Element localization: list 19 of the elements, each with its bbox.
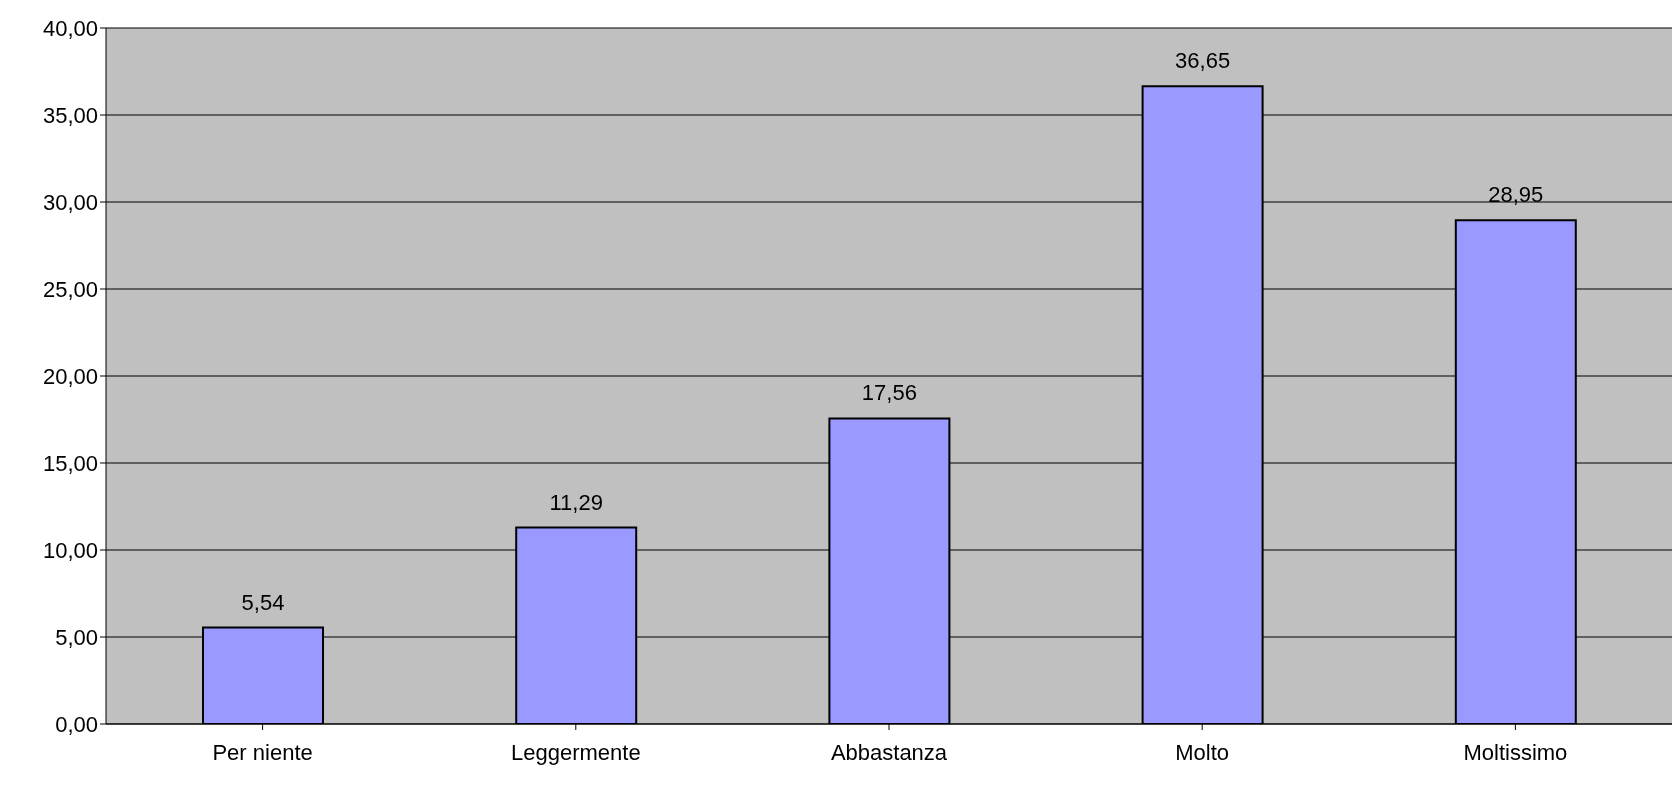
data-label: 36,65	[1175, 48, 1231, 74]
y-tick-label: 0,00	[55, 711, 98, 737]
data-label: 17,56	[861, 380, 917, 406]
x-tick-label: Moltissimo	[1463, 739, 1568, 765]
x-tick-label: Abbastanza	[830, 739, 948, 765]
x-tick-label: Leggermente	[510, 739, 641, 765]
x-tick-label: Per niente	[212, 739, 313, 765]
y-tick-label: 30,00	[42, 189, 98, 215]
y-tick-label: 5,00	[55, 624, 98, 650]
x-tick-label: Molto	[1175, 739, 1230, 765]
y-tick-label: 15,00	[42, 450, 98, 476]
data-label: 11,29	[549, 489, 603, 515]
data-label: 5,54	[241, 589, 285, 615]
y-tick-label: 20,00	[42, 363, 98, 389]
y-tick-label: 40,00	[42, 15, 98, 41]
y-tick-label: 25,00	[42, 276, 98, 302]
y-tick-label: 10,00	[42, 537, 98, 563]
data-label: 28,95	[1488, 182, 1544, 208]
y-tick-label: 35,00	[42, 102, 98, 128]
